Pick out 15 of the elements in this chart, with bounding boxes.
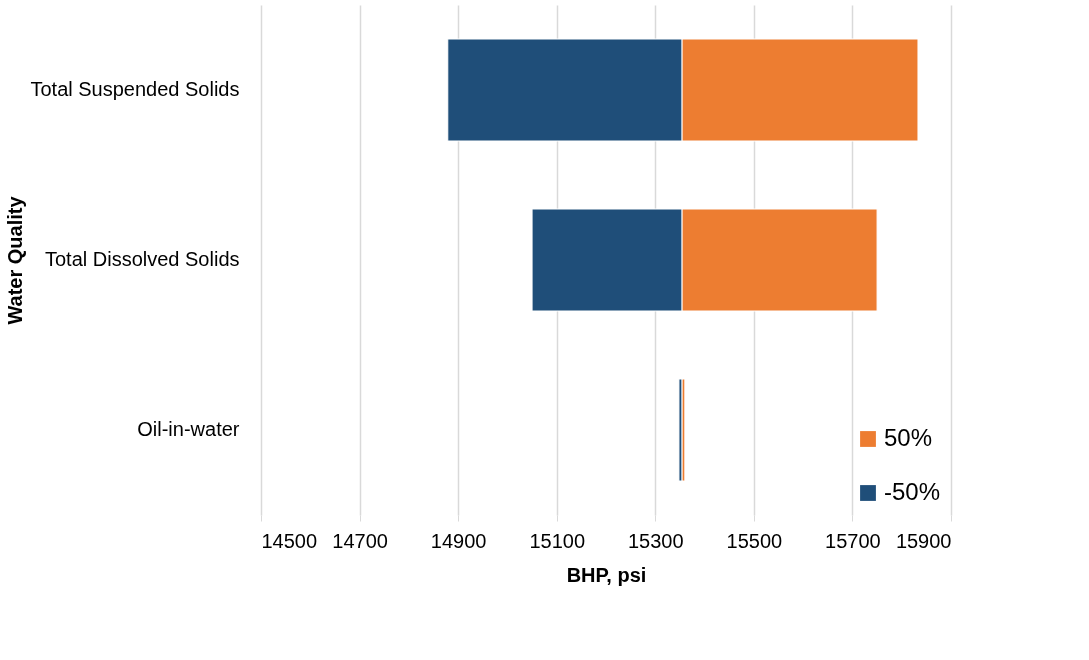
- x-tick-label: 14900: [430, 529, 487, 552]
- legend-label: -50%: [884, 478, 941, 505]
- x-tick-label: 14700: [332, 529, 388, 552]
- x-tick-label: 15700: [825, 529, 881, 552]
- x-axis-title: BHP, psi: [566, 563, 647, 586]
- y-tick-label: Total Dissolved Solids: [44, 248, 240, 270]
- x-tick-label: 14500: [261, 529, 318, 552]
- x-tick-label: 15300: [627, 529, 684, 552]
- y-tick-label: Oil-in-water: [137, 418, 240, 440]
- x-tick-label: 15500: [726, 529, 783, 552]
- y-axis-title: Water Quality: [3, 195, 26, 325]
- legend-label: 50%: [884, 424, 933, 451]
- x-tick-label: 15900: [895, 529, 952, 552]
- y-tick-label: Total Suspended Solids: [30, 78, 240, 100]
- x-tick-label: 15100: [529, 529, 586, 552]
